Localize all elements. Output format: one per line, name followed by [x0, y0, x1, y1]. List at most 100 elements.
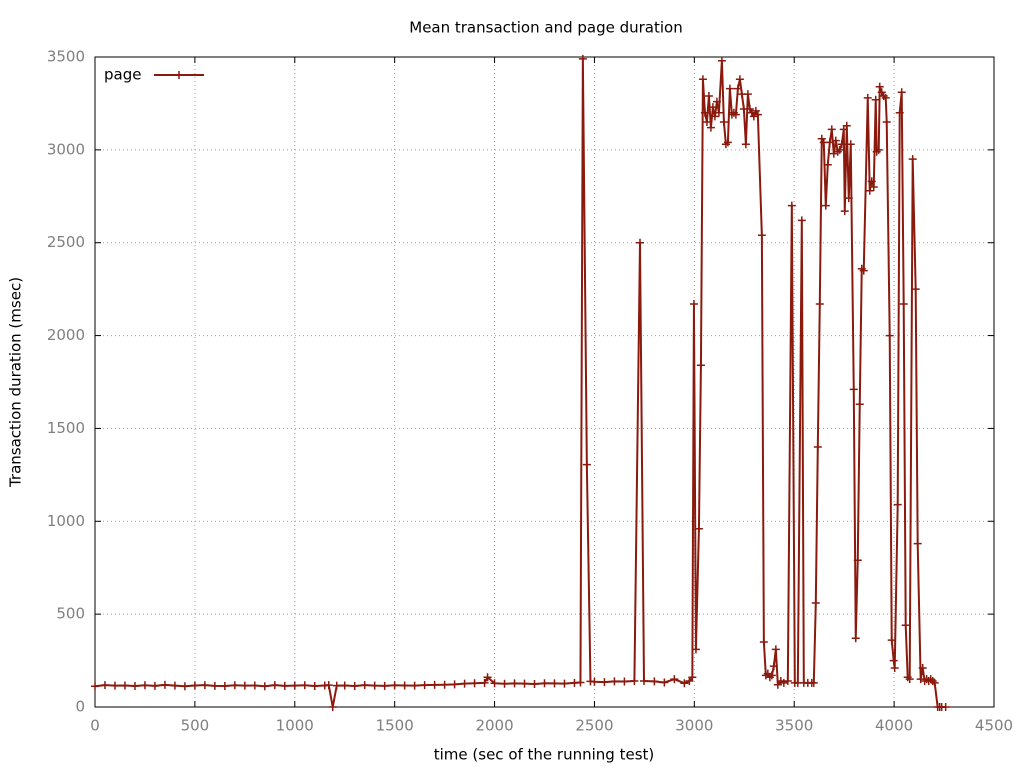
- point-marker: [290, 681, 299, 690]
- point-marker: [829, 149, 838, 158]
- point-marker: [328, 703, 337, 711]
- point-marker: [120, 681, 129, 690]
- point-marker: [911, 285, 920, 294]
- y-tick-label: 3500: [47, 48, 85, 66]
- point-marker: [280, 681, 289, 690]
- point-marker: [757, 231, 766, 240]
- point-marker: [741, 140, 750, 149]
- point-marker: [630, 677, 639, 685]
- point-marker: [844, 194, 853, 203]
- point-marker: [890, 664, 899, 672]
- point-marker: [733, 84, 742, 93]
- legend-marker: [175, 71, 183, 79]
- point-marker: [874, 145, 883, 154]
- point-marker: [930, 678, 939, 687]
- point-marker: [767, 671, 776, 680]
- point-marker: [490, 679, 499, 688]
- point-marker: [889, 656, 898, 665]
- point-marker: [893, 500, 902, 509]
- point-marker: [350, 682, 359, 691]
- x-tick-label: 2000: [475, 717, 513, 735]
- y-tick-label: 2500: [47, 233, 85, 251]
- point-marker: [150, 681, 159, 690]
- point-marker: [540, 679, 549, 688]
- point-marker: [823, 160, 832, 169]
- point-marker: [650, 677, 659, 686]
- point-marker: [887, 636, 896, 645]
- y-tick-label: 0: [75, 698, 85, 716]
- point-marker: [743, 90, 752, 99]
- point-marker: [576, 678, 585, 687]
- point-marker: [769, 662, 778, 671]
- x-tick-label: 1000: [276, 717, 314, 735]
- point-marker: [230, 681, 239, 690]
- point-marker: [200, 681, 209, 690]
- point-marker: [380, 681, 389, 690]
- point-marker: [670, 675, 679, 684]
- point-marker: [875, 82, 884, 91]
- point-marker: [835, 145, 844, 154]
- point-marker: [694, 524, 703, 533]
- point-marker: [706, 123, 715, 132]
- point-marker: [100, 681, 109, 690]
- point-marker: [480, 678, 489, 687]
- point-marker: [250, 681, 259, 690]
- point-marker: [869, 183, 878, 191]
- x-tick-label: 2500: [575, 717, 613, 735]
- point-marker: [753, 110, 762, 119]
- x-tick-label: 1500: [376, 717, 414, 735]
- point-marker: [840, 207, 849, 216]
- point-marker: [867, 177, 876, 186]
- point-marker: [140, 681, 149, 690]
- point-marker: [300, 681, 309, 690]
- point-marker: [635, 238, 644, 247]
- point-marker: [941, 703, 950, 711]
- x-tick-label: 3000: [675, 717, 713, 735]
- point-marker: [370, 681, 379, 690]
- point-marker: [400, 681, 409, 690]
- point-marker: [560, 679, 569, 688]
- point-marker: [220, 682, 229, 691]
- point-marker: [440, 680, 449, 689]
- point-marker: [813, 443, 822, 451]
- point-marker: [530, 679, 539, 688]
- point-marker: [700, 108, 709, 117]
- point-marker: [837, 140, 846, 149]
- series-line: [94, 57, 946, 708]
- y-tick-label: 1000: [47, 512, 85, 530]
- point-marker: [905, 675, 914, 684]
- point-marker: [825, 138, 834, 147]
- point-marker: [712, 97, 721, 106]
- point-marker: [420, 681, 429, 690]
- point-marker: [340, 681, 349, 690]
- point-marker: [500, 679, 509, 688]
- x-tick-label: 0: [90, 717, 100, 735]
- point-marker: [908, 155, 917, 164]
- point-marker: [620, 677, 629, 686]
- point-marker: [725, 84, 734, 93]
- point-marker: [360, 681, 369, 690]
- point-marker: [470, 679, 479, 688]
- point-marker: [704, 92, 713, 100]
- point-marker: [842, 121, 851, 130]
- point-marker: [787, 201, 796, 210]
- point-marker: [731, 110, 740, 119]
- point-marker: [582, 460, 591, 469]
- plot-frame: [94, 56, 995, 708]
- point-marker: [871, 95, 880, 104]
- point-marker: [691, 645, 700, 654]
- point-marker: [390, 681, 399, 690]
- y-tick-label: 1500: [47, 419, 85, 437]
- point-marker: [483, 673, 492, 682]
- point-marker: [717, 56, 726, 65]
- point-marker: [688, 673, 697, 682]
- point-marker: [714, 108, 723, 117]
- point-marker: [332, 681, 341, 690]
- point-marker: [310, 682, 319, 691]
- point-marker: [771, 645, 780, 654]
- point-marker: [190, 681, 199, 690]
- point-marker: [859, 266, 868, 275]
- point-marker: [689, 300, 698, 308]
- y-axis-label: Transaction duration (msec): [7, 277, 25, 488]
- point-marker: [885, 331, 894, 340]
